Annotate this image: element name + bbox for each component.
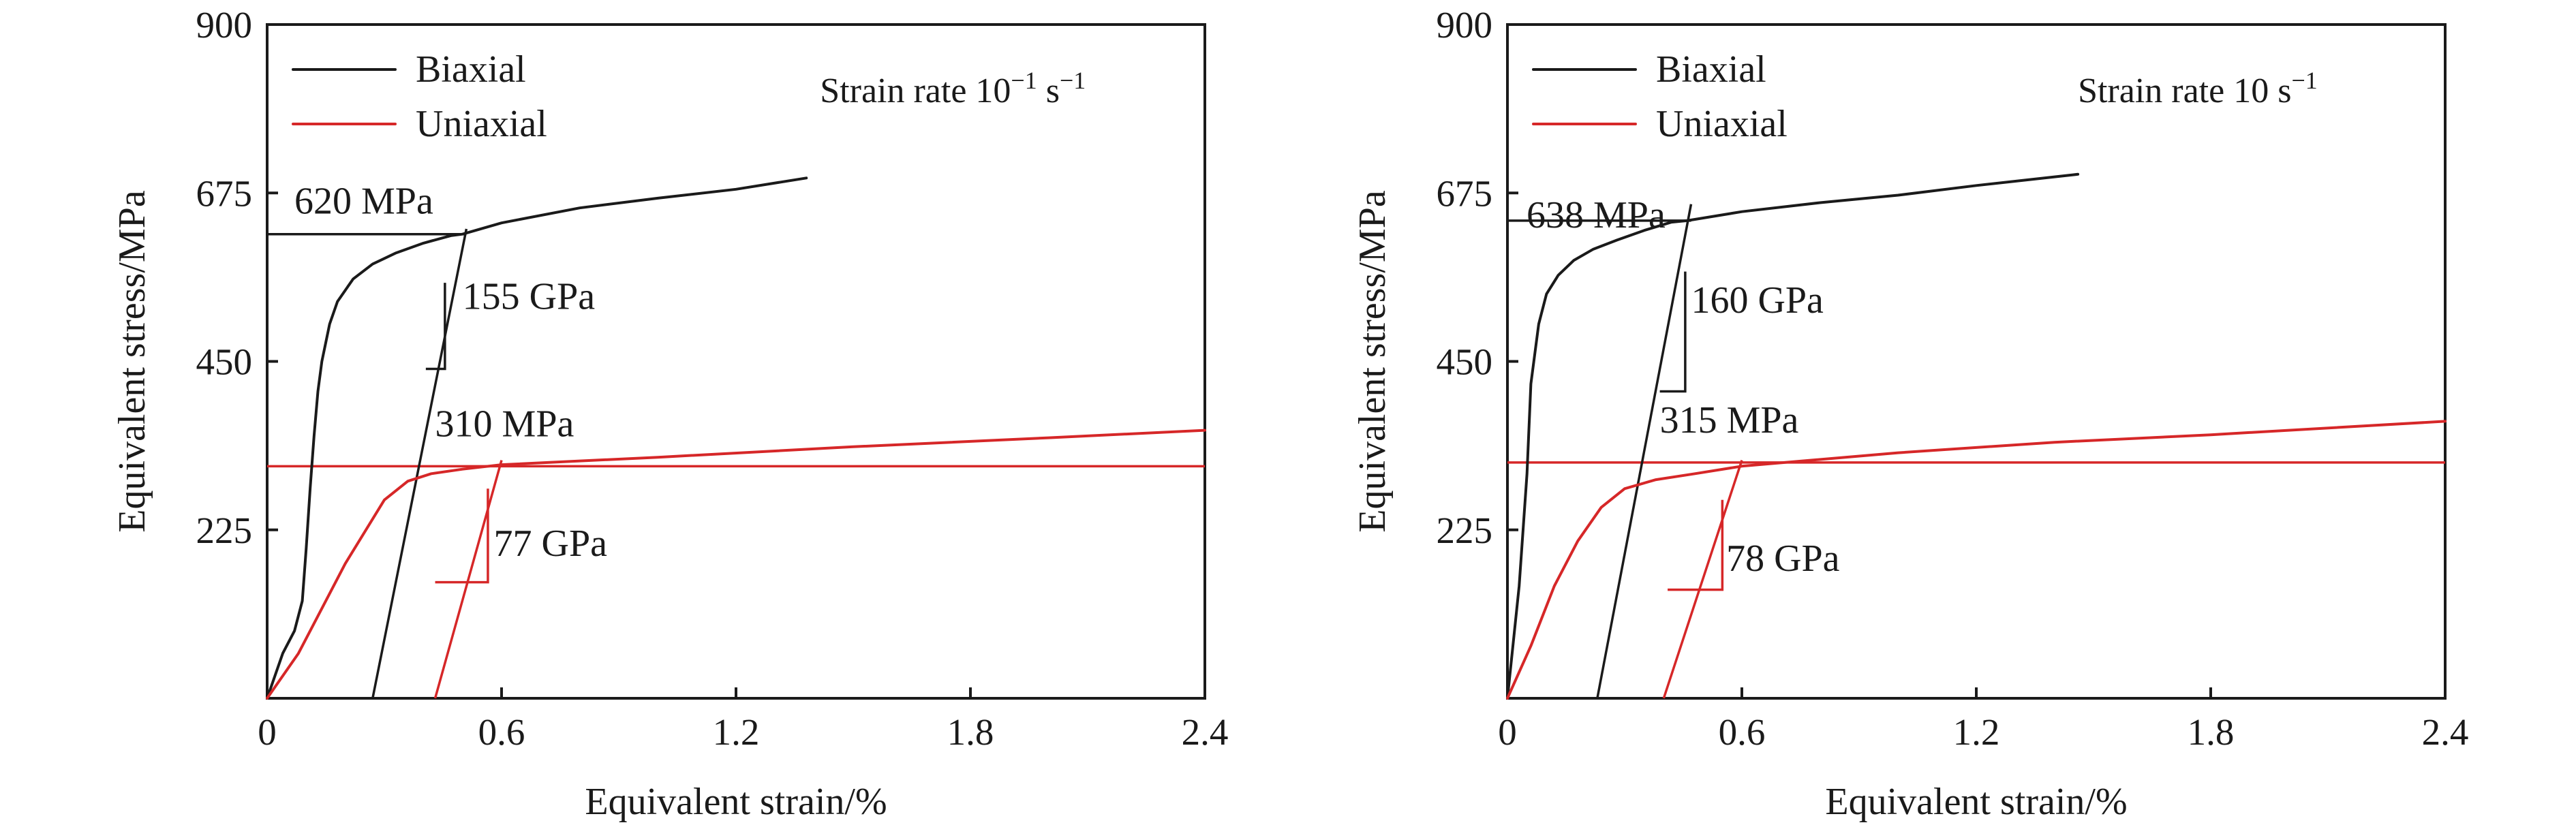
x-tick-label: 1.2 [713,711,760,753]
x-tick-label: 1.8 [947,711,994,753]
legend: Biaxial Uniaxial [292,48,547,145]
legend-label-uniaxial: Uniaxial [416,103,547,145]
x-tick-label: 0.6 [478,711,525,753]
y-tick-label: 225 [1437,510,1493,551]
uniaxial-slope-marker [435,488,489,584]
strain-rate-label: Strain rate 10 s−1 [2078,67,2318,110]
uniaxial-slope-marker [1668,499,1724,591]
strain-rate-unit-exponent: −1 [1060,67,1086,94]
strain-rate-unit: s [1037,72,1060,110]
y-tick-label: 225 [196,510,253,551]
strain-rate-base: Strain rate 10 s [2078,72,2291,110]
y-tick-label: 675 [1437,172,1493,214]
y-tick-label: 900 [1437,4,1493,46]
x-tick-label: 0.6 [1719,711,1766,753]
legend: Biaxial Uniaxial [1532,48,1788,145]
uniaxial-modulus-line [433,460,503,699]
y-axis-title: Equivalent stress/MPa [1351,190,1394,533]
strain-rate-exponent: −1 [1011,67,1037,94]
strain-rate-base: Strain rate 10 [820,72,1011,110]
chart-panel-left: 0 0.6 1.2 1.8 2.4 225 450 675 900 Equivalent stra… [111,4,1228,823]
y-tick-label: 450 [1437,341,1493,383]
uniaxial-curve [1506,420,2447,700]
y-tick-label: 675 [196,172,253,214]
x-tick-label: 1.8 [2188,711,2235,753]
uniaxial-modulus-line [1662,460,1743,699]
biaxial-modulus-line [371,228,468,699]
uniaxial-curve [266,429,1206,700]
x-tick-label: 0 [1498,711,1517,753]
x-axis-title: Equivalent strain/% [585,781,887,823]
biaxial-modulus-label: 160 GPa [1691,279,1824,322]
x-tick-label: 2.4 [1182,711,1229,753]
x-tick-label: 0 [258,711,277,753]
biaxial-modulus-line [1596,204,1693,699]
x-tick-label: 1.2 [1953,711,2000,753]
legend-label-biaxial: Biaxial [1656,48,1766,91]
biaxial-yield-label: 620 MPa [294,181,433,223]
legend-label-uniaxial: Uniaxial [1656,103,1788,145]
biaxial-yield-label: 638 MPa [1527,194,1666,236]
uniaxial-modulus-label: 77 GPa [494,523,608,565]
biaxial-curve [266,176,808,700]
biaxial-slope-marker [425,283,446,371]
strain-rate-exponent: −1 [2291,67,2317,94]
biaxial-modulus-label: 155 GPa [463,276,596,318]
x-tick-label: 2.4 [2422,711,2469,753]
strain-rate-label: Strain rate 10−1 s−1 [820,67,1086,110]
uniaxial-modulus-label: 78 GPa [1726,538,1840,580]
x-axis-title: Equivalent strain/% [1825,781,2127,823]
chart-panel-right: 0 0.6 1.2 1.8 2.4 225 450 675 900 Equivalent stra… [1351,4,2468,823]
y-tick-label: 900 [196,4,253,46]
legend-label-biaxial: Biaxial [416,48,526,91]
y-tick-label: 450 [196,341,253,383]
biaxial-slope-marker [1659,271,1687,393]
uniaxial-yield-label: 315 MPa [1660,399,1799,441]
uniaxial-yield-label: 310 MPa [435,403,574,445]
biaxial-curve [1506,172,2080,700]
y-axis-title: Equivalent stress/MPa [111,190,153,533]
